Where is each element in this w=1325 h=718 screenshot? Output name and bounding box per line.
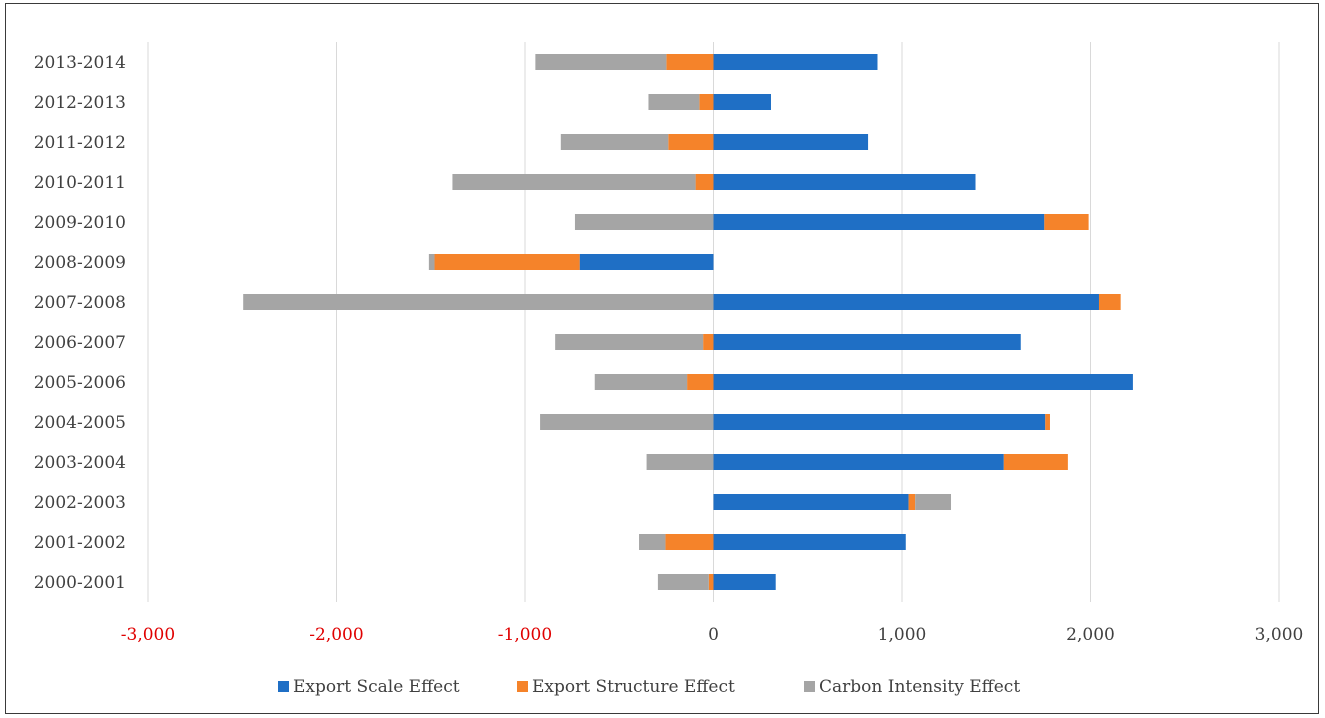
- y-axis-labels: 2013-2014 2012-2013 2011-2012 2010-2011 2009…: [34, 53, 126, 593]
- x-tick-label: -2,000: [309, 625, 363, 645]
- bar-2005-2006-series-1: [687, 374, 714, 390]
- bar-2006-2007-series-0: [713, 334, 1021, 350]
- bar-2007-2008-series-2: [243, 294, 714, 310]
- bar-2002-2003-series-0: [713, 494, 909, 510]
- bar-2002-2003-series-1: [908, 494, 916, 510]
- bar-2008-2009-series-2: [428, 254, 435, 270]
- legend-label-2: Carbon Intensity Effect: [819, 677, 1020, 697]
- bar-2003-2004-series-2: [646, 454, 714, 470]
- bar-2010-2011-series-0: [713, 174, 976, 190]
- y-tick-label: 2012-2013: [34, 93, 126, 113]
- bar-2004-2005-series-0: [713, 414, 1046, 430]
- bar-2001-2002-series-1: [665, 534, 714, 550]
- bar-2009-2010-series-1: [1044, 214, 1089, 230]
- bar-2009-2010-series-0: [713, 214, 1045, 230]
- legend-swatch-2: [804, 681, 815, 692]
- x-tick-label: -1,000: [498, 625, 552, 645]
- y-tick-label: 2008-2009: [34, 253, 126, 273]
- bar-2010-2011-series-1: [695, 174, 714, 190]
- y-tick-label: 2001-2002: [34, 533, 126, 553]
- bar-2010-2011-series-2: [452, 174, 696, 190]
- y-tick-label: 2009-2010: [34, 213, 126, 233]
- legend-label-0: Export Scale Effect: [293, 677, 460, 697]
- legend-swatch-0: [278, 681, 289, 692]
- y-tick-label: 2000-2001: [34, 573, 126, 593]
- grid-lines: [147, 42, 1280, 602]
- x-axis-labels: -3,000 -2,000 -1,000 0 1,000 2,000 3,000: [121, 625, 1304, 645]
- bar-2007-2008-series-1: [1098, 294, 1121, 310]
- bar-2011-2012-series-2: [560, 134, 669, 150]
- bar-2006-2007-series-2: [555, 334, 704, 350]
- x-tick-label: 0: [708, 625, 719, 645]
- bar-2004-2005-series-1: [1045, 414, 1050, 430]
- bar-2000-2001-series-1: [708, 574, 714, 590]
- bar-2013-2014-series-0: [713, 54, 878, 70]
- x-tick-label: 3,000: [1255, 625, 1304, 645]
- bar-2013-2014-series-1: [666, 54, 714, 70]
- chart-frame: [5, 3, 1319, 714]
- bar-2011-2012-series-1: [668, 134, 714, 150]
- bar-2000-2001-series-2: [657, 574, 709, 590]
- bar-2000-2001-series-0: [713, 574, 776, 590]
- legend-label-1: Export Structure Effect: [532, 677, 735, 697]
- bar-2008-2009-series-0: [579, 254, 714, 270]
- x-tick-label: 2,000: [1066, 625, 1115, 645]
- bar-2012-2013-series-1: [699, 94, 714, 110]
- y-tick-label: 2011-2012: [34, 133, 126, 153]
- bar-2004-2005-series-2: [540, 414, 714, 430]
- y-tick-label: 2006-2007: [34, 333, 126, 353]
- bar-2005-2006-series-0: [713, 374, 1133, 390]
- bar-2013-2014-series-2: [535, 54, 667, 70]
- bars: [243, 54, 1133, 590]
- y-tick-label: 2007-2008: [34, 293, 126, 313]
- y-tick-label: 2002-2003: [34, 493, 126, 513]
- bar-2005-2006-series-2: [594, 374, 688, 390]
- bar-2002-2003-series-2: [915, 494, 952, 510]
- bar-2003-2004-series-0: [713, 454, 1004, 470]
- bar-2007-2008-series-0: [713, 294, 1099, 310]
- y-tick-label: 2004-2005: [34, 413, 126, 433]
- x-tick-label: -3,000: [121, 625, 175, 645]
- legend: Export Scale Effect Export Structure Effe…: [278, 677, 1020, 697]
- bar-2012-2013-series-0: [713, 94, 771, 110]
- bar-2011-2012-series-0: [713, 134, 869, 150]
- bar-2012-2013-series-2: [648, 94, 700, 110]
- y-tick-label: 2013-2014: [34, 53, 126, 73]
- y-tick-label: 2003-2004: [34, 453, 126, 473]
- bar-2006-2007-series-1: [703, 334, 714, 350]
- y-tick-label: 2005-2006: [34, 373, 126, 393]
- legend-swatch-1: [517, 681, 528, 692]
- y-tick-label: 2010-2011: [34, 173, 126, 193]
- bar-2003-2004-series-1: [1003, 454, 1068, 470]
- bar-2008-2009-series-1: [434, 254, 580, 270]
- x-tick-label: 1,000: [878, 625, 927, 645]
- bar-2001-2002-series-0: [713, 534, 906, 550]
- bar-2001-2002-series-2: [639, 534, 666, 550]
- bar-2009-2010-series-2: [574, 214, 714, 230]
